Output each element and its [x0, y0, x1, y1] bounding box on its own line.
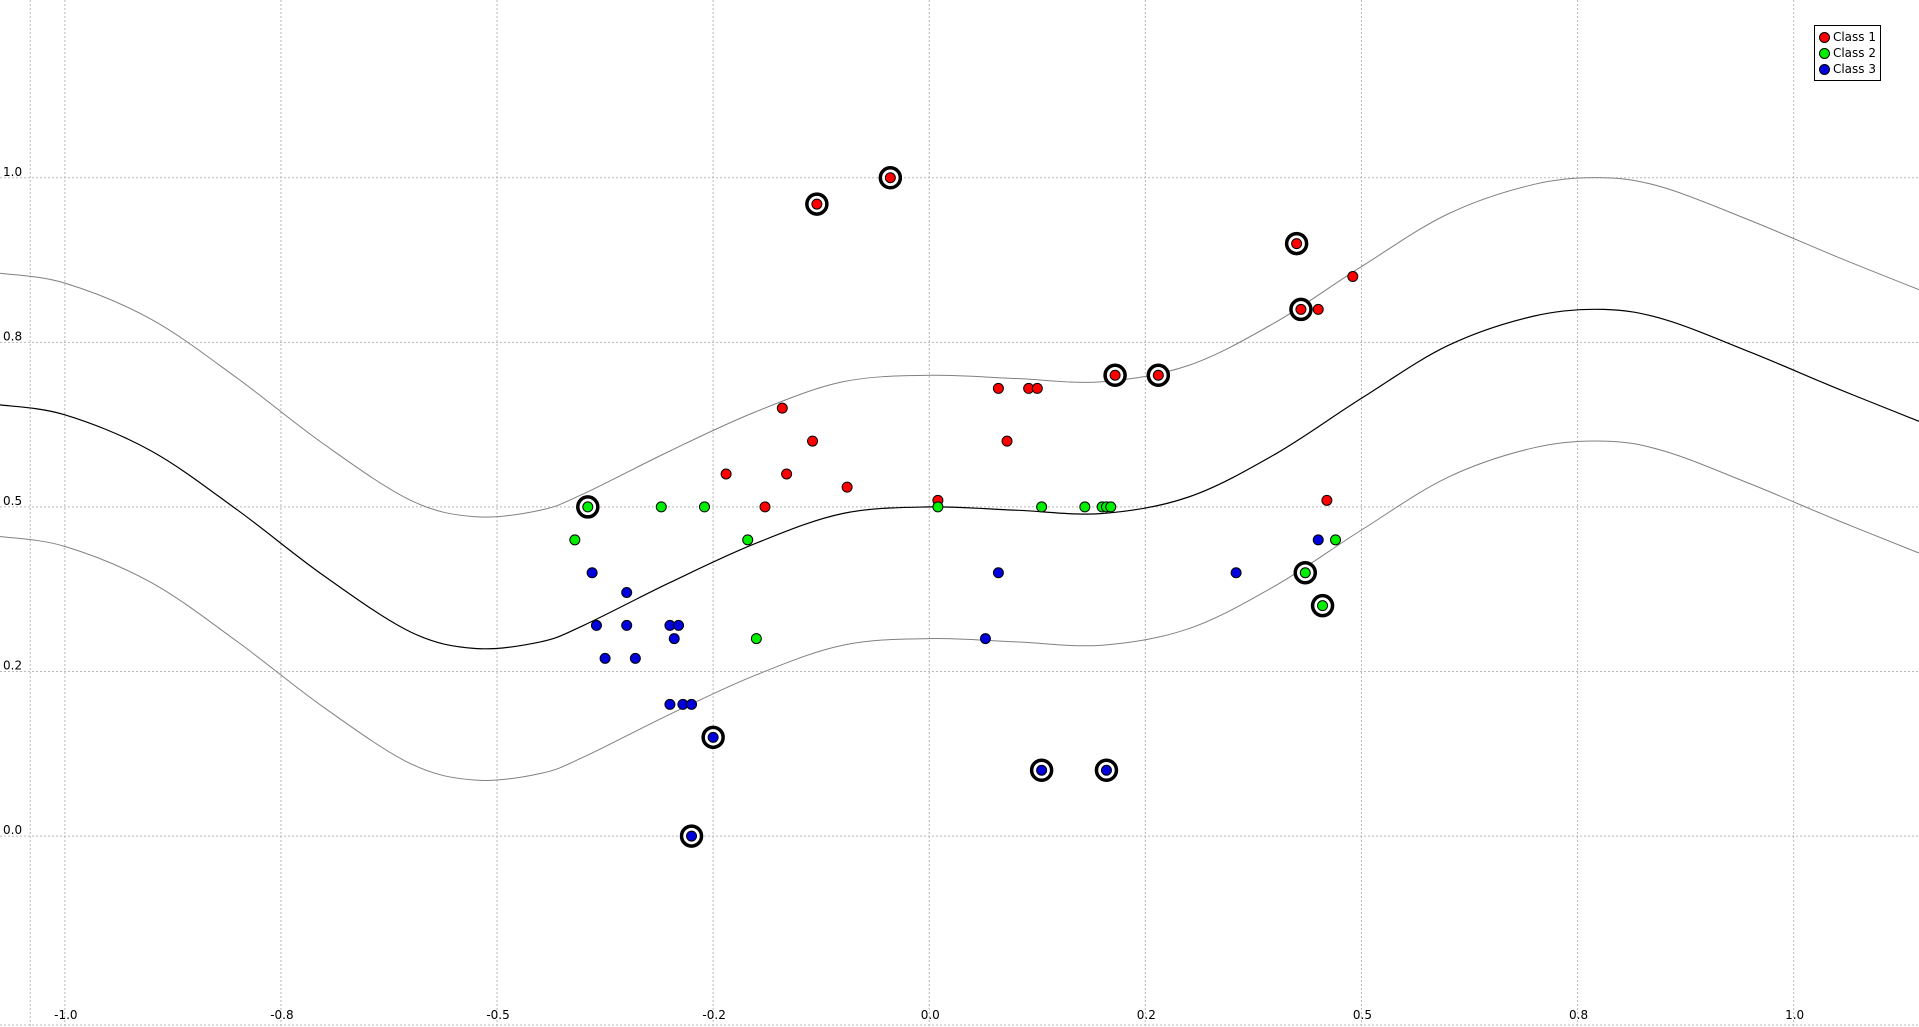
- x-tick-label-1: -0.8: [270, 1008, 293, 1022]
- x-tick-label-4: 0.0: [921, 1008, 940, 1022]
- legend-item-class-1: Class 1: [1818, 29, 1876, 45]
- data-point-class-1-17: [759, 501, 771, 513]
- data-point-class-2-1: [569, 534, 581, 546]
- x-tick-label-6: 0.5: [1353, 1008, 1372, 1022]
- legend: Class 1 Class 2 Class 3: [1813, 25, 1881, 81]
- data-point-class-1-5: [1312, 303, 1324, 315]
- data-point-class-1-1: [884, 172, 896, 184]
- data-point-class-1-16: [841, 481, 853, 493]
- legend-label-class-3: Class 3: [1832, 62, 1876, 76]
- data-point-class-3-9: [664, 698, 676, 710]
- data-point-class-3-17: [1100, 764, 1112, 776]
- x-tick-label-3: -0.2: [702, 1008, 725, 1022]
- data-point-class-2-6: [932, 501, 944, 513]
- data-point-class-3-2: [590, 619, 602, 631]
- data-point-class-1-10: [1031, 382, 1043, 394]
- data-point-class-3-3: [621, 619, 633, 631]
- data-point-class-2-0: [582, 501, 594, 513]
- data-point-class-2-12: [1299, 567, 1311, 579]
- x-tick-label-7: 0.8: [1569, 1008, 1588, 1022]
- data-point-class-2-8: [1079, 501, 1091, 513]
- data-point-class-1-19: [1321, 494, 1333, 506]
- data-point-class-3-6: [668, 633, 680, 645]
- data-point-class-3-19: [1312, 534, 1324, 546]
- data-point-class-1-8: [992, 382, 1004, 394]
- data-point-class-1-4: [1347, 271, 1359, 282]
- x-tick-label-5: 0.2: [1137, 1008, 1156, 1022]
- data-point-class-3-16: [1036, 764, 1048, 776]
- legend-swatch-class-2: [1818, 47, 1830, 59]
- data-point-class-1-12: [776, 402, 788, 414]
- legend-item-class-2: Class 2: [1818, 45, 1876, 61]
- y-tick-label-0: 0.0: [3, 823, 22, 837]
- data-point-class-2-13: [1317, 600, 1329, 612]
- data-point-class-3-7: [599, 652, 611, 664]
- y-tick-label-1: 0.2: [3, 659, 22, 673]
- data-point-class-2-11: [1105, 501, 1117, 513]
- y-tick-label-2: 0.5: [3, 494, 22, 508]
- y-tick-label-3: 0.8: [3, 329, 22, 343]
- curve-margin-upper: [0, 177, 1919, 518]
- x-tick-label-8: 1.0: [1785, 1008, 1804, 1022]
- data-point-class-3-1: [621, 587, 633, 598]
- data-point-class-1-6: [1109, 369, 1121, 381]
- data-point-class-2-5: [750, 633, 762, 645]
- data-point-class-3-15: [979, 633, 991, 645]
- data-point-class-2-7: [1036, 501, 1048, 513]
- legend-swatch-class-3: [1818, 63, 1830, 75]
- x-tick-label-0: -1.0: [54, 1008, 77, 1022]
- data-point-class-1-0: [811, 198, 823, 210]
- curve-margin-lower: [0, 440, 1919, 781]
- y-tick-label-4: 1.0: [3, 165, 22, 179]
- curve-decision-boundary: [0, 308, 1919, 650]
- legend-swatch-class-1: [1818, 31, 1830, 43]
- data-point-class-3-18: [1230, 567, 1242, 579]
- data-point-class-2-4: [742, 534, 754, 546]
- x-tick-label-2: -0.5: [486, 1008, 509, 1022]
- data-point-class-3-5: [673, 619, 685, 631]
- data-point-class-3-12: [707, 731, 719, 743]
- data-point-class-2-14: [1330, 534, 1342, 546]
- legend-label-class-1: Class 1: [1832, 30, 1876, 44]
- data-point-class-1-15: [781, 468, 793, 480]
- data-point-class-3-13: [686, 830, 698, 842]
- data-point-class-3-11: [686, 698, 698, 710]
- data-point-class-1-7: [1152, 369, 1164, 381]
- data-point-class-1-3: [1295, 303, 1307, 315]
- data-point-class-1-14: [720, 468, 732, 480]
- data-point-class-2-3: [698, 501, 710, 513]
- data-point-class-1-11: [1001, 435, 1013, 447]
- legend-label-class-2: Class 2: [1832, 46, 1876, 60]
- data-point-class-3-8: [629, 652, 641, 664]
- data-point-class-3-14: [992, 567, 1004, 579]
- data-point-class-3-0: [586, 567, 598, 579]
- data-point-class-1-2: [1291, 238, 1303, 250]
- data-point-class-2-2: [655, 501, 667, 513]
- legend-item-class-3: Class 3: [1818, 61, 1876, 77]
- data-point-class-1-13: [807, 435, 819, 447]
